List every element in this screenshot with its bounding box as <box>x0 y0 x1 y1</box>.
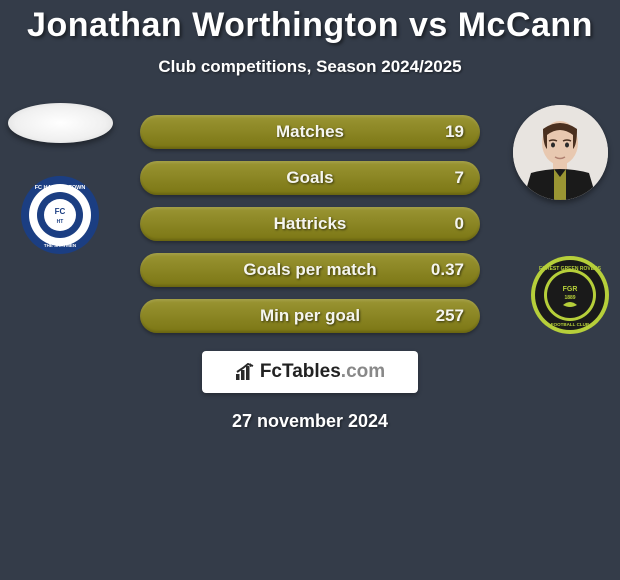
stat-bar: Hattricks0 <box>140 207 480 241</box>
svg-text:FC HALIFAX TOWN: FC HALIFAX TOWN <box>35 185 86 191</box>
fctables-logo: FcTables.com <box>202 351 418 393</box>
svg-text:1889: 1889 <box>564 295 575 301</box>
stat-bars: Matches19 Goals7 Hattricks0 Goals per match… <box>140 115 480 333</box>
player-avatar-right <box>513 105 608 200</box>
stat-bar: Goals7 <box>140 161 480 195</box>
club-badge-left: FC HT FC HALIFAX TOWN THE SHAYMEN <box>20 175 100 260</box>
stat-label: Goals per match <box>140 253 480 287</box>
svg-text:FGR: FGR <box>563 286 578 293</box>
club-badge-right: FGR 1889 FOREST GREEN ROVERS FOOTBALL CL… <box>530 255 610 340</box>
page-title: Jonathan Worthington vs McCann <box>0 0 620 45</box>
stat-value: 257 <box>436 299 464 333</box>
stat-value: 7 <box>455 161 464 195</box>
date-text: 27 november 2024 <box>0 411 620 432</box>
subtitle: Club competitions, Season 2024/2025 <box>0 57 620 77</box>
logo-text: FcTables.com <box>260 361 385 383</box>
stat-value: 19 <box>445 115 464 149</box>
stat-value: 0 <box>455 207 464 241</box>
svg-text:FC: FC <box>55 207 66 216</box>
svg-text:FOOTBALL CLUB: FOOTBALL CLUB <box>551 322 590 327</box>
stat-bar: Min per goal257 <box>140 299 480 333</box>
stats-area: FC HT FC HALIFAX TOWN THE SHAYMEN <box>0 115 620 333</box>
svg-text:THE SHAYMEN: THE SHAYMEN <box>44 243 76 248</box>
chart-icon <box>235 363 257 381</box>
stat-label: Min per goal <box>140 299 480 333</box>
stat-label: Hattricks <box>140 207 480 241</box>
stat-bar: Goals per match0.37 <box>140 253 480 287</box>
svg-text:FOREST GREEN ROVERS: FOREST GREEN ROVERS <box>539 266 602 272</box>
player-avatar-left <box>8 103 113 143</box>
stat-label: Matches <box>140 115 480 149</box>
stat-bar: Matches19 <box>140 115 480 149</box>
stat-label: Goals <box>140 161 480 195</box>
svg-text:HT: HT <box>57 219 64 225</box>
stat-value: 0.37 <box>431 253 464 287</box>
